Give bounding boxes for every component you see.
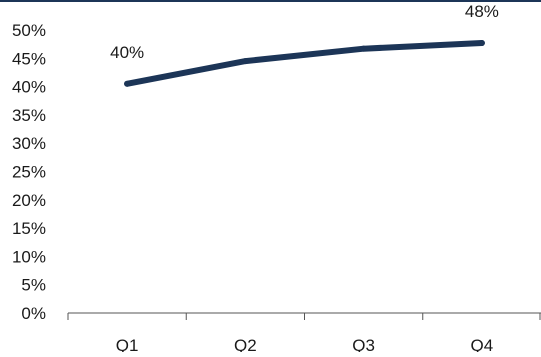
series-line	[124, 40, 485, 87]
y-tick-label: 30%	[12, 134, 46, 153]
x-axis-tick-marks	[67, 313, 541, 320]
y-tick-label: 15%	[12, 219, 46, 238]
x-tick-label: Q4	[471, 336, 494, 352]
y-tick-label: 25%	[12, 163, 46, 182]
series-point	[242, 58, 249, 65]
series-point	[478, 40, 485, 47]
data-label: 40%	[110, 43, 144, 62]
y-tick-label: 45%	[12, 49, 46, 68]
y-tick-label: 10%	[12, 247, 46, 266]
data-labels: 40% 48%	[110, 2, 499, 87]
y-axis-tick-labels: 0% 5% 10% 15% 20% 25% 30% 35% 40% 45% 50%	[12, 21, 46, 323]
x-tick-label: Q1	[116, 336, 139, 352]
y-tick-label: 0%	[21, 304, 46, 323]
x-tick-label: Q2	[234, 336, 257, 352]
x-axis-tick-labels: Q1 Q2 Q3 Q4	[116, 336, 494, 355]
series-point	[124, 80, 131, 87]
y-tick-label: 40%	[12, 78, 46, 97]
x-tick-label: Q3	[352, 336, 375, 352]
y-tick-label: 50%	[12, 21, 46, 40]
series-point	[360, 45, 367, 52]
y-tick-label: 20%	[12, 191, 46, 210]
data-label: 48%	[465, 2, 499, 21]
y-tick-label: 5%	[21, 276, 46, 295]
y-tick-label: 35%	[12, 106, 46, 125]
